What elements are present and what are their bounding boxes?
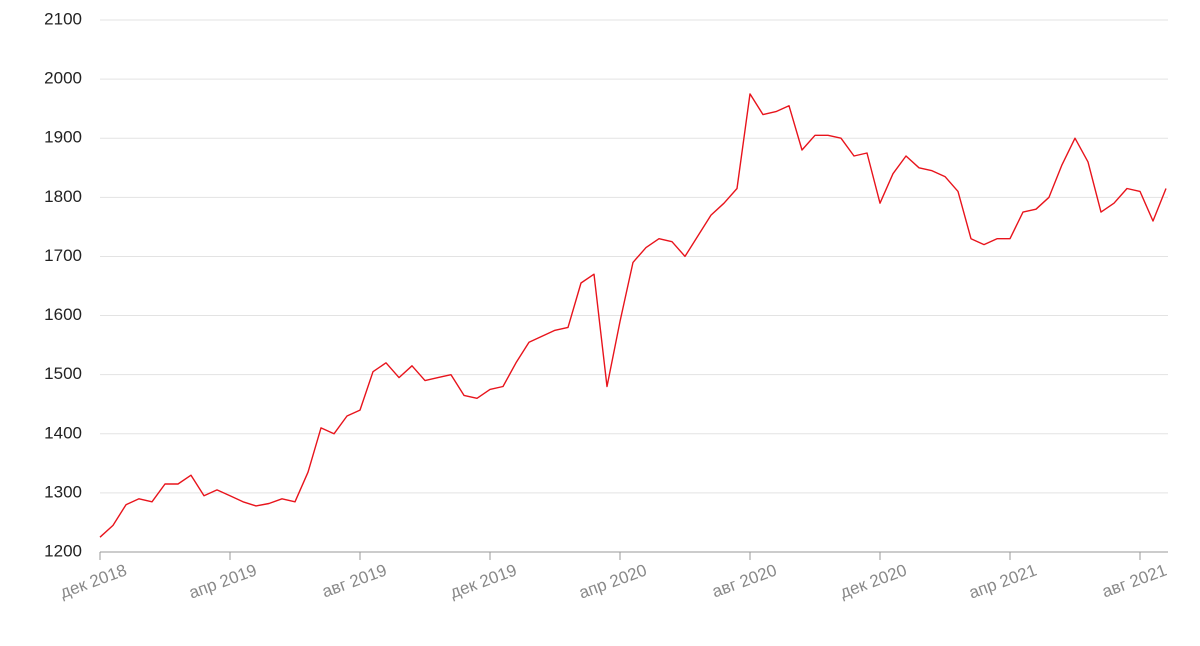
x-tick-label: дек 2018 — [58, 561, 130, 603]
x-tick-label: дек 2020 — [838, 561, 910, 603]
x-tick-label: авг 2020 — [710, 561, 780, 602]
x-tick-label: авг 2019 — [320, 561, 390, 602]
y-tick-label: 1800 — [44, 187, 82, 206]
y-tick-label: 2000 — [44, 69, 82, 88]
y-tick-label: 2100 — [44, 9, 82, 28]
y-tick-label: 1300 — [44, 482, 82, 501]
x-tick-label: апр 2021 — [966, 561, 1039, 603]
x-tick-label: дек 2019 — [448, 561, 520, 603]
y-tick-label: 1700 — [44, 246, 82, 265]
y-tick-label: 1600 — [44, 305, 82, 324]
x-tick-label: апр 2020 — [576, 561, 649, 603]
x-tick-label: авг 2021 — [1100, 561, 1170, 602]
y-tick-label: 1900 — [44, 128, 82, 147]
y-tick-label: 1400 — [44, 423, 82, 442]
y-tick-label: 1500 — [44, 364, 82, 383]
y-tick-label: 1200 — [44, 541, 82, 560]
price-line — [99, 93, 1167, 538]
x-tick-label: апр 2019 — [186, 561, 259, 603]
